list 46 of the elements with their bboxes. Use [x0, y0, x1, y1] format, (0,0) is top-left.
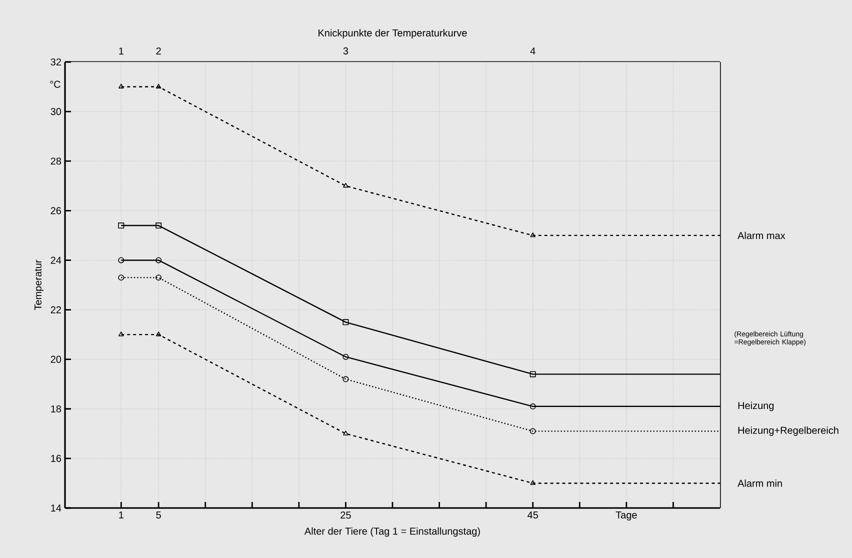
- point: [156, 274, 162, 281]
- y-axis-title: Temperatur: [34, 260, 44, 310]
- point: [530, 480, 536, 485]
- text: °C: [50, 80, 60, 88]
- y-tick-label: 32: [50, 58, 61, 66]
- text: 2: [156, 47, 161, 54]
- y-tick-label: 24: [50, 256, 62, 264]
- point: [342, 319, 349, 326]
- series-label: Heizung: [738, 402, 774, 412]
- x-axis-title: Alter der Tiere (Tag 1 = Einstallungstag): [304, 527, 480, 537]
- point: [118, 332, 124, 336]
- chart-title: Knickpunkte der Temperaturkurve: [318, 29, 467, 38]
- series-label: Heizung+Regelbereich: [738, 426, 838, 436]
- text: 1: [119, 48, 124, 54]
- text: 4: [530, 48, 536, 54]
- point: [156, 84, 162, 88]
- point: [156, 332, 162, 336]
- series-label: Alarm max: [738, 232, 786, 240]
- y-tick-label: 16: [51, 454, 62, 462]
- point: [342, 354, 349, 360]
- x-tick-label: 1: [119, 512, 124, 518]
- point: [343, 182, 348, 188]
- text: 3: [343, 47, 348, 54]
- y-tick-label: 18: [51, 405, 62, 412]
- x-tick-label: 5: [156, 512, 161, 519]
- y-tick-label: 30: [50, 108, 62, 116]
- point: [530, 428, 536, 434]
- x-tick-label: 25: [340, 512, 351, 519]
- series-label: Alarm min: [738, 480, 782, 487]
- y-tick-label: 28: [50, 158, 62, 165]
- point: [118, 222, 124, 229]
- point: [118, 84, 124, 88]
- point: [342, 376, 349, 382]
- y-tick-label: 14: [51, 504, 62, 512]
- x-tick-label: Tage: [616, 512, 637, 520]
- point: [118, 274, 124, 281]
- y-tick-label: 26: [50, 207, 62, 214]
- point: [343, 430, 348, 436]
- x-tick-label: 45: [528, 512, 538, 519]
- y-tick-label: 20: [50, 356, 62, 363]
- point: [530, 232, 536, 238]
- point: [530, 371, 536, 378]
- point: [156, 257, 162, 264]
- point: [530, 403, 536, 410]
- point: [156, 222, 162, 229]
- y-tick-label: 22: [50, 306, 61, 314]
